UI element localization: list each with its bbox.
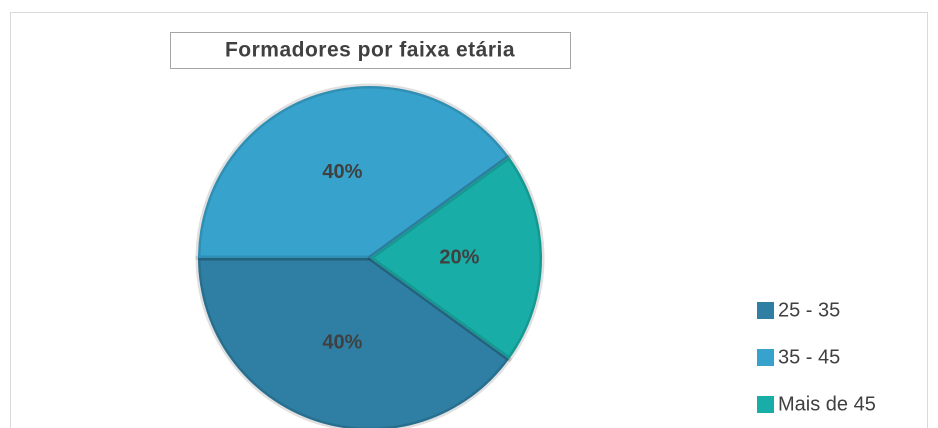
legend-swatch	[757, 302, 774, 319]
pie-slice	[195, 255, 512, 428]
pie-slice	[195, 83, 512, 261]
data-label: 40%	[322, 161, 362, 183]
chart-title: Formadores por faixa etária	[225, 39, 515, 62]
legend-label: 35 - 45	[778, 346, 840, 368]
legend-label: Mais de 45	[778, 393, 876, 415]
legend-swatch	[757, 396, 774, 413]
legend-label: 25 - 35	[778, 299, 840, 321]
pie-slice	[367, 154, 545, 362]
data-label: 40%	[322, 331, 362, 353]
title-box	[170, 32, 571, 69]
legend-swatch	[757, 349, 774, 366]
data-label: 20%	[439, 246, 479, 268]
